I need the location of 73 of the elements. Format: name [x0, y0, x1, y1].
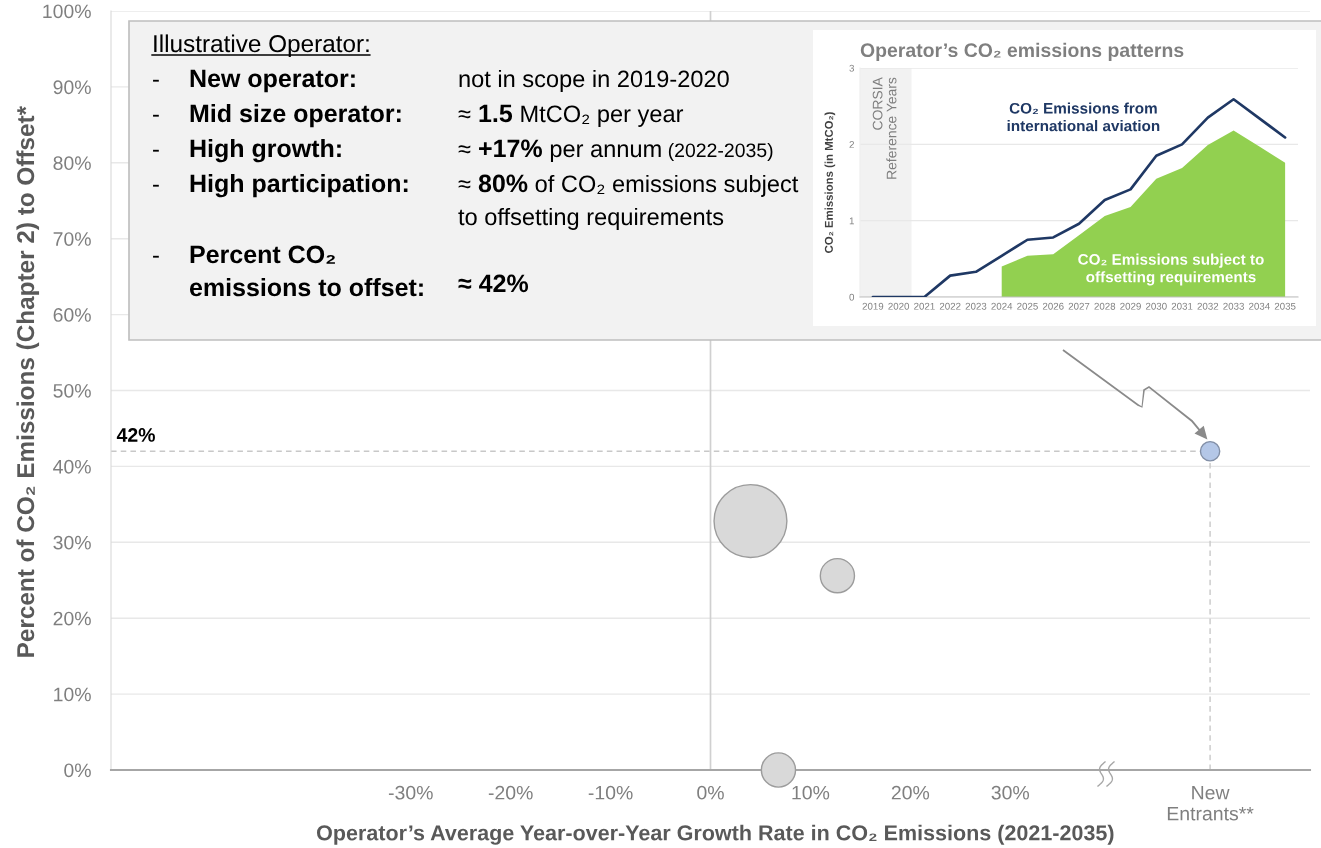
y-tick-label: 30%	[53, 535, 91, 550]
annotation: -	[153, 79, 159, 82]
annotation: +17%	[479, 139, 542, 158]
y-tick-label: 0	[849, 293, 855, 301]
x-tick-label: -30%	[388, 785, 433, 800]
chart-title: Operator’s CO₂ emissions patterns	[860, 42, 1184, 61]
y-tick-label: 1	[849, 217, 854, 225]
annotation: Mid size operator:	[190, 103, 401, 128]
y-axis-title: CO₂ Emissions (in MtCO₂)	[824, 112, 836, 253]
y-tick-label: 50%	[53, 383, 91, 398]
x-tick-label: 2031	[1171, 302, 1193, 310]
ref-line-label: 42%	[116, 428, 155, 442]
annotation: 80%	[478, 174, 528, 193]
x-tick-label: 2019	[862, 302, 884, 310]
x-tick-label: 2030	[1145, 302, 1167, 310]
annotation: emissions to offset:	[189, 277, 423, 297]
x-tick-label: 2020	[888, 302, 910, 310]
y-tick-label: 90%	[53, 80, 91, 95]
y-tick-label: 60%	[53, 308, 91, 322]
x-tick-label: 2034	[1249, 302, 1270, 310]
band-label: CORSIA Reference Years	[872, 77, 897, 179]
annotation: High growth:	[190, 138, 341, 163]
annotation: -	[153, 114, 159, 117]
y-tick-label: 40%	[53, 459, 91, 474]
y-tick-label: 100%	[43, 4, 91, 19]
y-tick-label: 80%	[53, 156, 91, 171]
x-tick-label: 20%	[891, 785, 930, 800]
x-tick-label: 2028	[1094, 302, 1116, 310]
annotation: Illustrative Operator:	[154, 34, 369, 58]
x-tick-label: 2024	[991, 302, 1013, 310]
x-tick-label: 30%	[991, 785, 1030, 800]
annotation: -	[153, 255, 159, 258]
series-label: CO₂ Emissions subject to offsetting requirements	[1078, 253, 1264, 286]
x-tick-label: 2026	[1042, 302, 1064, 310]
x-tick-label: 2023	[965, 302, 987, 310]
annotation: ≈ 42%	[458, 274, 529, 293]
x-tick-label: 0%	[697, 785, 724, 800]
x-tick-label: 2025	[1017, 302, 1038, 310]
x-tick-label: -20%	[488, 785, 533, 800]
x-tick-label: New Entrants**	[1167, 785, 1254, 821]
annotation: per annum	[550, 144, 661, 162]
x-tick-label: 2027	[1068, 302, 1090, 310]
y-tick-label: 70%	[53, 232, 91, 246]
annotation: not in scope in 2019-2020	[459, 69, 729, 92]
x-tick-label: 2022	[939, 302, 961, 310]
x-tick-label: 2032	[1197, 302, 1219, 310]
y-tick-label: 20%	[53, 611, 91, 626]
annotation: to offsetting requirements	[458, 207, 724, 230]
annotation: -	[153, 184, 159, 187]
annotation: High participation:	[190, 173, 408, 198]
y-axis-title: Percent of CO₂ Emissions (Chapter 2) to Offset*	[16, 105, 40, 657]
annotation: (2022-2035)	[668, 142, 773, 162]
x-tick-label: 10%	[792, 785, 830, 800]
x-tick-label: -10%	[588, 785, 633, 800]
y-tick-label: 3	[849, 64, 855, 72]
series-label: CO₂ Emissions from international aviation	[1007, 102, 1160, 132]
y-tick-label: 10%	[54, 687, 91, 702]
annotation: ≈	[458, 180, 471, 189]
y-tick-label: 0%	[64, 763, 91, 778]
annotation: -	[153, 149, 159, 152]
x-tick-label: 2029	[1120, 302, 1141, 310]
annotation: of CO₂ emissions subject	[535, 174, 799, 197]
annotation: ≈	[458, 110, 471, 119]
annotation: MtCO₂ per year	[521, 105, 684, 127]
x-axis-title: Operator’s Average Year-over-Year Growth Rate in CO₂ Emissions (2021-2035)	[316, 824, 1114, 845]
annotation: ≈	[458, 145, 471, 154]
x-tick-label: 2035	[1274, 302, 1296, 310]
annotation: Percent CO₂	[190, 245, 335, 264]
x-tick-label: 2033	[1223, 302, 1244, 310]
y-tick-label: 2	[849, 141, 854, 148]
annotation: 1.5	[479, 104, 513, 123]
x-tick-label: 2021	[914, 302, 935, 310]
annotation: New operator:	[190, 69, 355, 93]
